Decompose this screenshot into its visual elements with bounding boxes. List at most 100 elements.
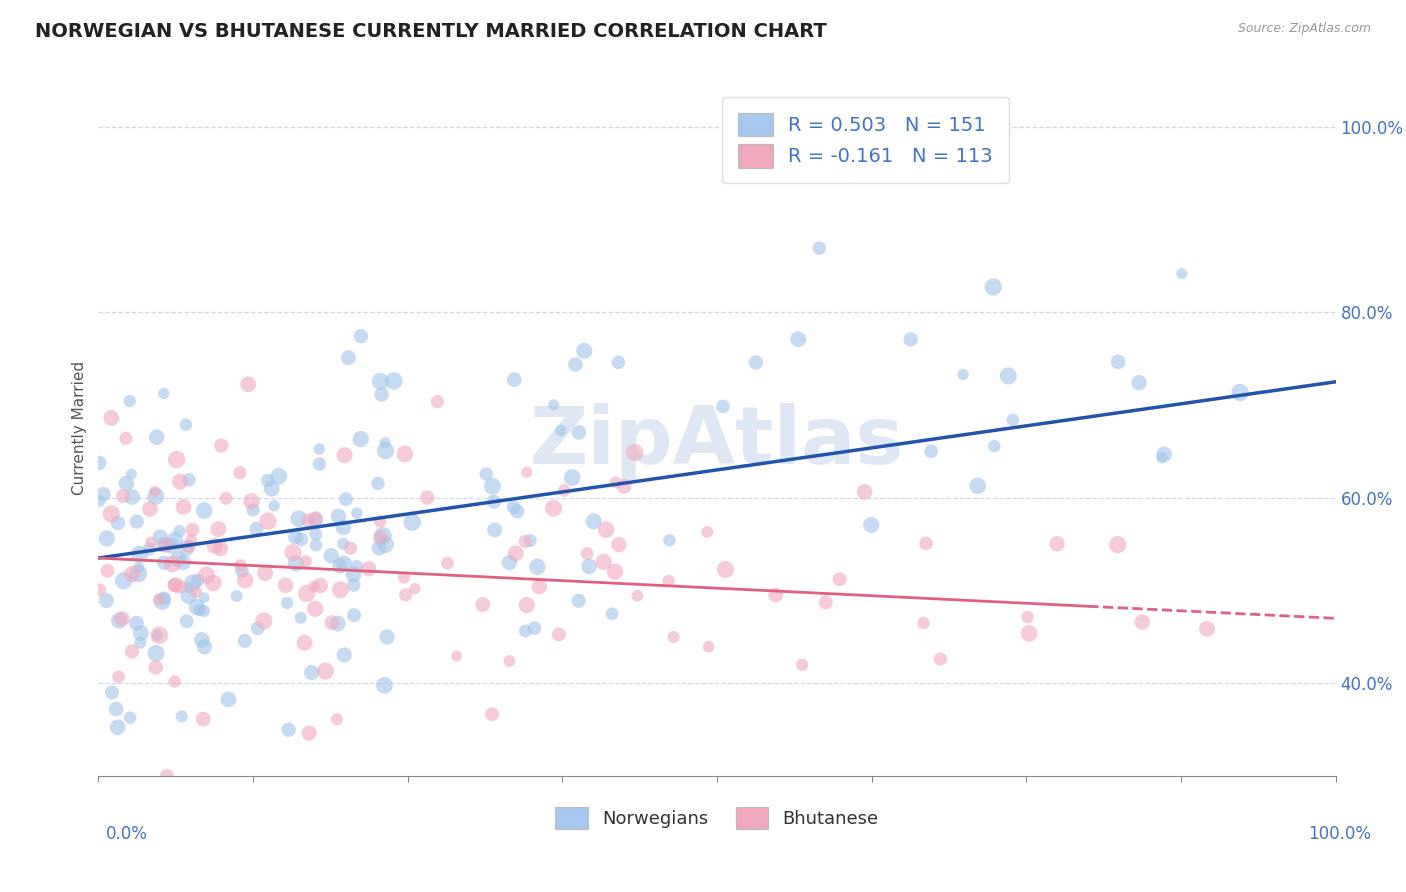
Point bbox=[929, 652, 952, 666]
Point bbox=[193, 604, 215, 618]
Point bbox=[217, 692, 239, 706]
Point bbox=[121, 467, 143, 481]
Point bbox=[288, 512, 311, 526]
Point bbox=[139, 535, 162, 549]
Point bbox=[498, 654, 520, 668]
Point bbox=[745, 355, 768, 369]
Point bbox=[329, 559, 352, 574]
Point bbox=[787, 332, 810, 346]
Point bbox=[176, 614, 198, 628]
Point bbox=[333, 448, 356, 462]
Point bbox=[382, 374, 405, 388]
Point bbox=[202, 575, 225, 590]
Point bbox=[96, 532, 118, 546]
Point bbox=[332, 520, 354, 534]
Point bbox=[148, 592, 170, 607]
Point bbox=[506, 504, 529, 518]
Point bbox=[89, 494, 111, 508]
Point bbox=[186, 599, 208, 614]
Point bbox=[125, 616, 148, 631]
Point bbox=[332, 537, 354, 551]
Point bbox=[169, 524, 191, 538]
Point bbox=[374, 435, 396, 450]
Point bbox=[592, 555, 614, 569]
Point bbox=[416, 491, 439, 505]
Point bbox=[605, 475, 627, 490]
Point bbox=[139, 502, 162, 516]
Point bbox=[342, 567, 364, 582]
Point bbox=[697, 640, 720, 654]
Point bbox=[350, 329, 373, 343]
Point bbox=[263, 499, 285, 513]
Point bbox=[120, 711, 142, 725]
Point bbox=[329, 582, 352, 597]
Point bbox=[543, 501, 565, 516]
Point bbox=[765, 588, 787, 602]
Point bbox=[543, 398, 565, 412]
Point bbox=[471, 598, 494, 612]
Point bbox=[626, 589, 648, 603]
Point bbox=[426, 394, 449, 409]
Point bbox=[607, 355, 630, 369]
Point bbox=[163, 674, 186, 689]
Point bbox=[304, 602, 326, 616]
Point bbox=[129, 626, 152, 640]
Point bbox=[215, 491, 238, 506]
Point bbox=[105, 702, 128, 716]
Point bbox=[576, 546, 599, 560]
Point bbox=[983, 439, 1005, 453]
Point bbox=[350, 432, 373, 446]
Point bbox=[503, 373, 526, 387]
Point bbox=[240, 494, 263, 508]
Point bbox=[481, 707, 503, 722]
Point bbox=[233, 573, 256, 587]
Point bbox=[229, 466, 252, 480]
Point bbox=[172, 500, 194, 514]
Point bbox=[368, 531, 391, 545]
Text: ZipAtlas: ZipAtlas bbox=[530, 403, 904, 481]
Point bbox=[304, 513, 326, 527]
Point bbox=[966, 479, 988, 493]
Point bbox=[153, 591, 176, 605]
Point bbox=[254, 566, 277, 581]
Point bbox=[115, 476, 138, 491]
Point bbox=[297, 513, 319, 527]
Point bbox=[568, 425, 591, 440]
Point bbox=[335, 492, 357, 507]
Point bbox=[346, 559, 368, 574]
Point bbox=[553, 483, 575, 498]
Point bbox=[174, 417, 197, 432]
Point bbox=[145, 660, 167, 674]
Point bbox=[373, 678, 395, 692]
Point bbox=[193, 591, 215, 605]
Point bbox=[561, 470, 583, 484]
Point bbox=[152, 538, 174, 552]
Point bbox=[1107, 355, 1129, 369]
Point bbox=[374, 443, 396, 458]
Point bbox=[233, 634, 256, 648]
Point bbox=[623, 445, 645, 459]
Point bbox=[828, 572, 851, 586]
Point bbox=[149, 530, 172, 544]
Point bbox=[375, 630, 398, 644]
Point bbox=[574, 343, 596, 358]
Point bbox=[148, 628, 170, 642]
Point bbox=[167, 552, 190, 566]
Point bbox=[321, 549, 343, 563]
Point bbox=[714, 562, 737, 576]
Point bbox=[912, 616, 935, 631]
Point bbox=[374, 538, 396, 552]
Point bbox=[370, 387, 392, 401]
Point bbox=[89, 582, 111, 597]
Point bbox=[128, 561, 150, 575]
Point bbox=[404, 582, 426, 596]
Point bbox=[111, 489, 134, 503]
Point bbox=[101, 685, 124, 699]
Point bbox=[582, 514, 605, 528]
Point bbox=[658, 533, 681, 548]
Point bbox=[256, 474, 278, 488]
Point bbox=[245, 522, 267, 536]
Point bbox=[246, 622, 269, 636]
Point bbox=[814, 595, 837, 609]
Point bbox=[309, 578, 332, 592]
